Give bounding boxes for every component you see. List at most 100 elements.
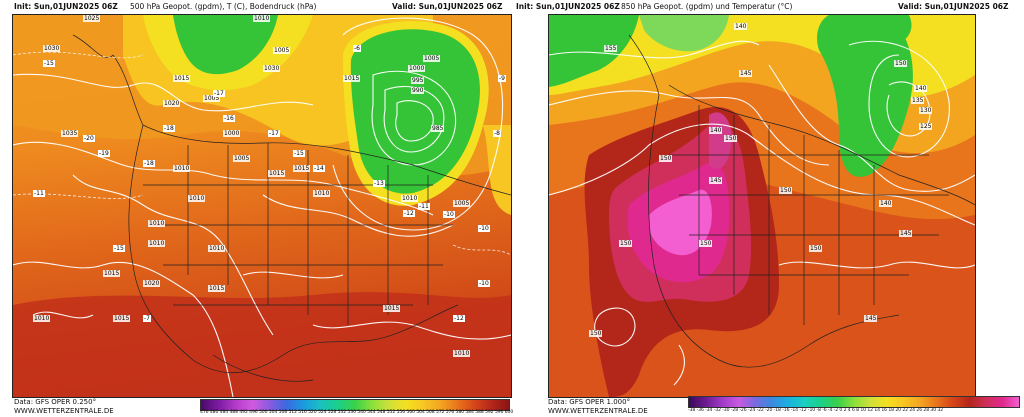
left-valid-label: Valid: Sun,01JUN2025 06Z bbox=[392, 2, 503, 11]
left-pressure-label: 1015 bbox=[113, 315, 131, 322]
right-colorbar-ticks: -38 -36 -34 -32 -30 -28 -26 -24 -22 -20 … bbox=[688, 408, 944, 413]
left-temperature-label: -20 bbox=[83, 135, 95, 142]
left-temperature-label: -9 bbox=[498, 75, 506, 82]
left-pressure-label: 1035 bbox=[61, 130, 79, 137]
left-pressure-label: 1005 bbox=[273, 47, 291, 54]
right-map[interactable]: 155 140 145 140 145 150 150 150 145 150 150 140 135 1… bbox=[548, 14, 976, 398]
right-height-label: 150 bbox=[779, 187, 793, 194]
left-pressure-label: 1015 bbox=[293, 165, 311, 172]
right-map-panel: Init: Sun,01JUN2025 06Z 850 hPa Geopot. … bbox=[516, 0, 1024, 417]
left-temperature-label: -7 bbox=[143, 315, 151, 322]
right-site-label: WWW.WETTERZENTRALE.DE bbox=[548, 407, 648, 415]
left-temperature-label: -6 bbox=[353, 45, 361, 52]
right-valid-label: Valid: Sun,01JUN2025 06Z bbox=[898, 2, 1009, 11]
right-height-label: 150 bbox=[894, 60, 908, 67]
left-pressure-label: 1000 bbox=[223, 130, 241, 137]
right-height-label: 125 bbox=[919, 123, 933, 130]
left-pressure-label: 1010 bbox=[148, 220, 166, 227]
left-map[interactable]: 1025 1030 1010 1005 1015 1020 1035 1030 1000 1005… bbox=[12, 14, 512, 398]
right-height-label: 140 bbox=[914, 85, 928, 92]
left-pressure-label: 1005 bbox=[423, 55, 441, 62]
left-pressure-label: 1030 bbox=[43, 45, 61, 52]
left-temperature-label: -17 bbox=[268, 130, 280, 137]
right-init-label: Init: Sun,01JUN2025 06Z bbox=[516, 2, 620, 11]
left-pressure-label: 1010 bbox=[253, 15, 271, 22]
left-temperature-label: -18 bbox=[143, 160, 155, 167]
left-pressure-label: 1020 bbox=[163, 100, 181, 107]
right-height-label: 130 bbox=[919, 107, 933, 114]
left-pressure-label: 1010 bbox=[453, 350, 471, 357]
left-pressure-label: 1005 bbox=[203, 95, 221, 102]
right-borders bbox=[628, 34, 975, 368]
left-pressure-label: 1015 bbox=[173, 75, 191, 82]
right-height-label: 150 bbox=[809, 245, 823, 252]
left-map-panel: Init: Sun,01JUN2025 06Z 500 hPa Geopot. … bbox=[12, 2, 514, 415]
right-height-label: 150 bbox=[589, 330, 603, 337]
left-temperature-label: -11 bbox=[33, 190, 45, 197]
right-height-label: 150 bbox=[659, 155, 673, 162]
left-pressure-label: 1020 bbox=[143, 280, 161, 287]
right-height-label: 145 bbox=[864, 315, 878, 322]
left-pressure-label: 995 bbox=[411, 77, 425, 84]
left-temperature-label: -12 bbox=[453, 315, 465, 322]
left-temperature-label: -10 bbox=[443, 211, 455, 218]
left-pressure-label: 1010 bbox=[173, 165, 191, 172]
right-height-label: 150 bbox=[619, 240, 633, 247]
left-temperature-label: -18 bbox=[163, 125, 175, 132]
right-height-label: 150 bbox=[724, 135, 738, 142]
left-title: 500 hPa Geopot. (gpdm), T (C), Bodendruc… bbox=[130, 2, 317, 11]
left-pressure-label: 1010 bbox=[33, 315, 51, 322]
left-temperature-label: -10 bbox=[478, 280, 490, 287]
right-height-label: 135 bbox=[911, 97, 925, 104]
left-temperature-label: -19 bbox=[98, 150, 110, 157]
left-pressure-label: 985 bbox=[431, 125, 445, 132]
left-temperature-label: -17 bbox=[213, 90, 225, 97]
left-map-svg bbox=[13, 15, 511, 397]
right-title: 850 hPa Geopot. (gpdm) und Temperatur (°… bbox=[621, 2, 793, 11]
left-colorbar bbox=[200, 399, 510, 411]
left-temperature-label: -8 bbox=[493, 130, 501, 137]
left-pressure-label: 1030 bbox=[263, 65, 281, 72]
left-temperature-label: -15 bbox=[293, 150, 305, 157]
left-pressure-label: 1025 bbox=[83, 15, 101, 22]
left-temperature-label: -15 bbox=[113, 245, 125, 252]
left-temperature-label: -11 bbox=[418, 203, 430, 210]
left-pressure-label: 1015 bbox=[268, 170, 286, 177]
left-pressure-label: 1015 bbox=[383, 305, 401, 312]
right-height-label: 155 bbox=[604, 45, 618, 52]
right-colorbar bbox=[688, 396, 1020, 408]
right-height-label: 140 bbox=[709, 127, 723, 134]
left-green-trough bbox=[173, 15, 278, 75]
left-pressure-label: 1015 bbox=[208, 285, 226, 292]
right-height-label: 145 bbox=[739, 70, 753, 77]
left-pressure-label: 1015 bbox=[343, 75, 361, 82]
left-pressure-label: 1005 bbox=[453, 200, 471, 207]
left-init-label: Init: Sun,01JUN2025 06Z bbox=[14, 2, 118, 11]
left-temperature-label: -13 bbox=[373, 180, 385, 187]
left-pressure-label: 1010 bbox=[401, 195, 419, 202]
left-pressure-label: 1005 bbox=[233, 155, 251, 162]
left-site-label: WWW.WETTERZENTRALE.DE bbox=[14, 407, 114, 415]
right-height-label: 140 bbox=[734, 23, 748, 30]
left-temperature-label: -15 bbox=[43, 60, 55, 67]
left-temperature-label: -14 bbox=[313, 165, 325, 172]
right-height-label: 145 bbox=[899, 230, 913, 237]
left-pressure-label: 990 bbox=[411, 87, 425, 94]
right-height-label: 145 bbox=[709, 177, 723, 184]
right-map-svg bbox=[549, 15, 975, 397]
right-data-label: Data: GFS OPER 1.000° bbox=[548, 398, 631, 406]
left-colorbar-ticks: 476 480 484 488 492 496 500 504 508 512 … bbox=[200, 410, 514, 415]
left-green-low bbox=[350, 29, 480, 194]
left-pressure-label: 1000 bbox=[408, 65, 426, 72]
left-temperature-label: -12 bbox=[403, 210, 415, 217]
left-temperature-label: -10 bbox=[478, 225, 490, 232]
left-borders bbox=[72, 34, 511, 382]
left-pressure-label: 1015 bbox=[103, 270, 121, 277]
left-temperature-label: -16 bbox=[223, 115, 235, 122]
right-green-east bbox=[817, 15, 913, 177]
left-pressure-label: 1010 bbox=[148, 240, 166, 247]
left-pressure-label: 1010 bbox=[313, 190, 331, 197]
right-height-label: 140 bbox=[879, 200, 893, 207]
left-pressure-label: 1010 bbox=[208, 245, 226, 252]
left-data-label: Data: GFS OPER 0.250° bbox=[14, 398, 97, 406]
